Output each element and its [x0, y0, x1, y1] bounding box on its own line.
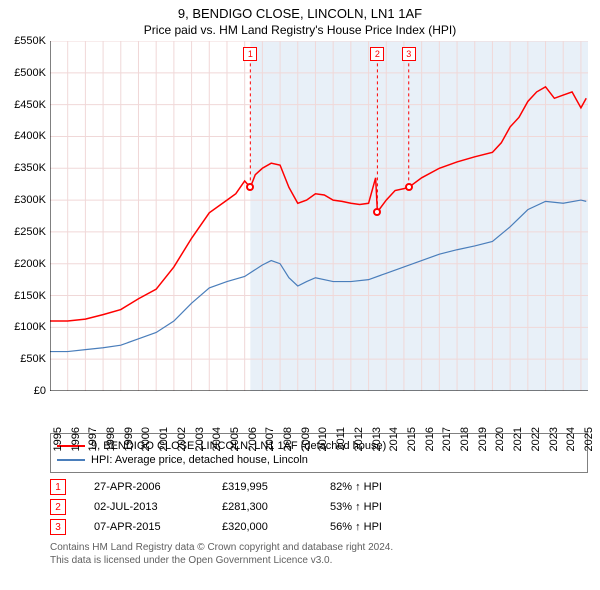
- transaction-row: 2 02-JUL-2013 £281,300 53% ↑ HPI: [50, 499, 588, 515]
- x-tick-label: 2013: [369, 427, 383, 451]
- x-tick-label: 2000: [138, 427, 152, 451]
- x-tick-label: 1998: [103, 427, 117, 451]
- chart-container: 9, BENDIGO CLOSE, LINCOLN, LN1 1AF Price…: [0, 0, 600, 590]
- x-tick-label: 2012: [351, 427, 365, 451]
- footer-line-1: Contains HM Land Registry data © Crown c…: [50, 541, 588, 554]
- transaction-marker-3: 3: [50, 519, 66, 535]
- transactions-table: 1 27-APR-2006 £319,995 82% ↑ HPI 2 02-JU…: [50, 479, 588, 535]
- x-tick-label: 2024: [563, 427, 577, 451]
- transaction-hpi: 82% ↑ HPI: [330, 481, 410, 493]
- transaction-date: 02-JUL-2013: [94, 501, 194, 513]
- footer-attribution: Contains HM Land Registry data © Crown c…: [50, 541, 588, 567]
- chart-marker-2: 2: [370, 47, 384, 61]
- plot-svg: [50, 41, 588, 391]
- x-tick-label: 2019: [475, 427, 489, 451]
- x-tick-label: 2011: [333, 427, 347, 451]
- transaction-marker-2: 2: [50, 499, 66, 515]
- y-tick-label: £300K: [14, 194, 50, 206]
- legend-row-hpi: HPI: Average price, detached house, Linc…: [57, 454, 581, 466]
- y-tick-label: £200K: [14, 258, 50, 270]
- x-tick-label: 2021: [510, 427, 524, 451]
- x-tick-label: 2023: [546, 427, 560, 451]
- legend-swatch-hpi: [57, 459, 85, 461]
- x-tick-label: 2003: [192, 427, 206, 451]
- transaction-hpi: 53% ↑ HPI: [330, 501, 410, 513]
- transaction-row: 3 07-APR-2015 £320,000 56% ↑ HPI: [50, 519, 588, 535]
- y-tick-label: £250K: [14, 226, 50, 238]
- transaction-price: £281,300: [222, 501, 302, 513]
- x-tick-label: 2005: [227, 427, 241, 451]
- x-tick-label: 1996: [68, 427, 82, 451]
- y-tick-label: £450K: [14, 99, 50, 111]
- chart-marker-1: 1: [243, 47, 257, 61]
- y-tick-label: £400K: [14, 130, 50, 142]
- transaction-hpi: 56% ↑ HPI: [330, 521, 410, 533]
- x-tick-label: 2004: [209, 427, 223, 451]
- x-tick-label: 2001: [156, 427, 170, 451]
- x-tick-label: 2018: [457, 427, 471, 451]
- chart-point-1: [246, 183, 254, 191]
- x-tick-label: 2015: [404, 427, 418, 451]
- x-tick-label: 2017: [439, 427, 453, 451]
- chart-subtitle: Price paid vs. HM Land Registry's House …: [0, 21, 600, 41]
- transaction-row: 1 27-APR-2006 £319,995 82% ↑ HPI: [50, 479, 588, 495]
- y-tick-label: £50K: [20, 353, 50, 365]
- footer-line-2: This data is licensed under the Open Gov…: [50, 554, 588, 567]
- transaction-marker-1: 1: [50, 479, 66, 495]
- x-tick-label: 2008: [280, 427, 294, 451]
- chart-title: 9, BENDIGO CLOSE, LINCOLN, LN1 1AF: [0, 0, 600, 21]
- x-tick-label: 2022: [528, 427, 542, 451]
- x-axis-labels: 1995199619971998199920002001200220032004…: [50, 391, 588, 427]
- x-tick-label: 2025: [581, 427, 595, 451]
- x-tick-label: 2020: [492, 427, 506, 451]
- chart-point-2: [373, 208, 381, 216]
- transaction-date: 07-APR-2015: [94, 521, 194, 533]
- x-tick-label: 1995: [50, 427, 64, 451]
- x-tick-label: 1999: [121, 427, 135, 451]
- x-tick-label: 2002: [174, 427, 188, 451]
- chart-plot-area: £0£50K£100K£150K£200K£250K£300K£350K£400…: [50, 41, 588, 391]
- chart-point-3: [405, 183, 413, 191]
- x-tick-label: 2016: [422, 427, 436, 451]
- transaction-price: £319,995: [222, 481, 302, 493]
- y-tick-label: £350K: [14, 162, 50, 174]
- y-tick-label: £0: [34, 385, 50, 397]
- y-tick-label: £500K: [14, 67, 50, 79]
- y-tick-label: £150K: [14, 290, 50, 302]
- x-tick-label: 2006: [245, 427, 259, 451]
- y-tick-label: £550K: [14, 35, 50, 47]
- transaction-date: 27-APR-2006: [94, 481, 194, 493]
- x-tick-label: 1997: [85, 427, 99, 451]
- x-tick-label: 2010: [315, 427, 329, 451]
- chart-marker-3: 3: [402, 47, 416, 61]
- x-tick-label: 2007: [262, 427, 276, 451]
- y-tick-label: £100K: [14, 321, 50, 333]
- transaction-price: £320,000: [222, 521, 302, 533]
- x-tick-label: 2009: [298, 427, 312, 451]
- x-tick-label: 2014: [386, 427, 400, 451]
- legend-label-hpi: HPI: Average price, detached house, Linc…: [91, 454, 308, 466]
